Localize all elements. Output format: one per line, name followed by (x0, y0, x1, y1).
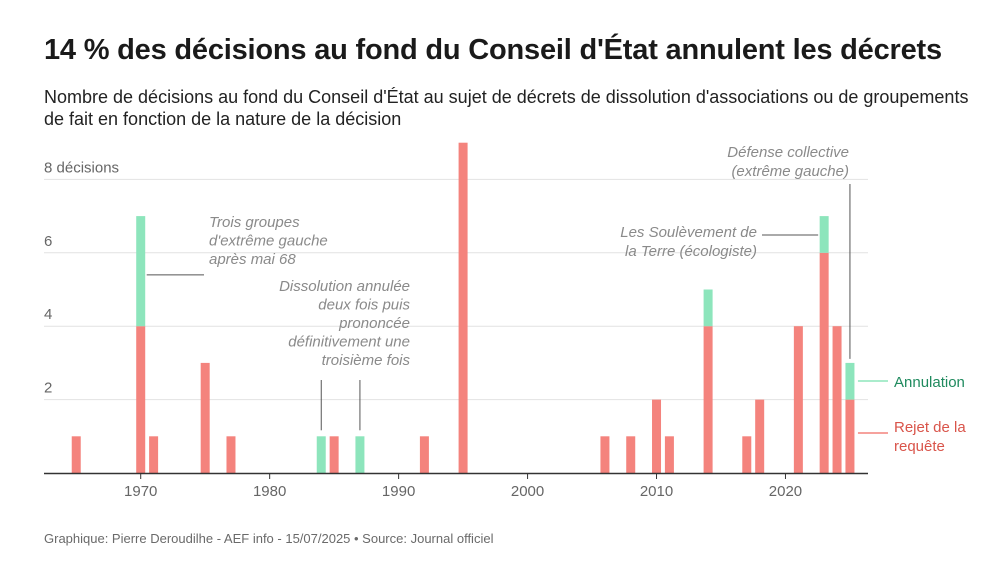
chart-subtitle: Nombre de décisions au fond du Conseil d… (44, 87, 969, 129)
x-tick-label: 1980 (253, 483, 286, 500)
bar-rejet-1977 (226, 436, 236, 473)
bar-rejet-2023 (819, 252, 829, 473)
bar-rejet-1985 (329, 436, 339, 473)
bar-rejet-2010 (652, 399, 662, 473)
annotation-1970: Trois groupes (209, 214, 300, 231)
bar-rejet-2014 (703, 326, 713, 473)
annotation-1970: d'extrême gauche (209, 233, 328, 250)
bar-rejet-2008 (626, 436, 636, 473)
bar-annulation-2025 (845, 362, 855, 400)
x-tick-label: 2000 (511, 483, 544, 500)
bar-annulation-1984 (316, 436, 326, 473)
annotation-2023: la Terre (écologiste) (625, 243, 757, 260)
bar-rejet-1992 (419, 436, 429, 473)
annotation-1985: définitivement une (288, 334, 410, 351)
bar-annulation-1970 (136, 216, 146, 327)
legend-rejet: requête (894, 438, 945, 455)
legend-annulation: Annulation (894, 374, 965, 391)
y-tick-label: 4 (44, 306, 52, 323)
bar-rejet-1965 (71, 436, 81, 473)
annotation-2025: (extrême gauche) (731, 163, 849, 180)
bar-rejet-1970 (136, 326, 146, 473)
bar-rejet-2021 (793, 326, 803, 473)
annotation-2025: Défense collective (727, 144, 849, 161)
x-tick-label: 1970 (124, 483, 157, 500)
annotation-1985: prononcée (338, 315, 410, 332)
annotation-1985: Dissolution annulée (279, 278, 410, 295)
annotation-1985: troisième fois (322, 352, 411, 369)
x-tick-label: 2010 (640, 483, 673, 500)
bar-rejet-2025 (845, 399, 855, 473)
x-tick-label: 2020 (769, 483, 802, 500)
bar-rejet-1971 (149, 436, 159, 473)
bar-rejet-1975 (200, 362, 210, 473)
bar-rejet-2006 (600, 436, 610, 473)
bar-rejet-2018 (755, 399, 765, 473)
legend-rejet: Rejet de la (894, 419, 966, 436)
chart-title: 14 % des décisions au fond du Conseil d'… (44, 34, 942, 66)
bar-rejet-2017 (742, 436, 752, 473)
y-tick-label: 6 (44, 233, 52, 250)
x-tick-label: 1990 (382, 483, 415, 500)
annotation-2023: Les Soulèvement de (620, 224, 757, 241)
annotation-1970: après mai 68 (209, 251, 296, 268)
annotation-1985: deux fois puis (318, 297, 410, 314)
bar-annulation-1987 (355, 436, 365, 473)
y-tick-label: 8 décisions (44, 159, 119, 176)
bar-rejet-1995 (458, 142, 468, 473)
chart-credit: Graphique: Pierre Deroudilhe - AEF info … (44, 531, 494, 546)
bar-rejet-2024 (832, 326, 842, 473)
bar-annulation-2014 (703, 289, 713, 327)
bar-annulation-2023 (819, 216, 829, 253)
y-tick-label: 2 (44, 380, 52, 397)
bar-rejet-2011 (664, 436, 674, 473)
